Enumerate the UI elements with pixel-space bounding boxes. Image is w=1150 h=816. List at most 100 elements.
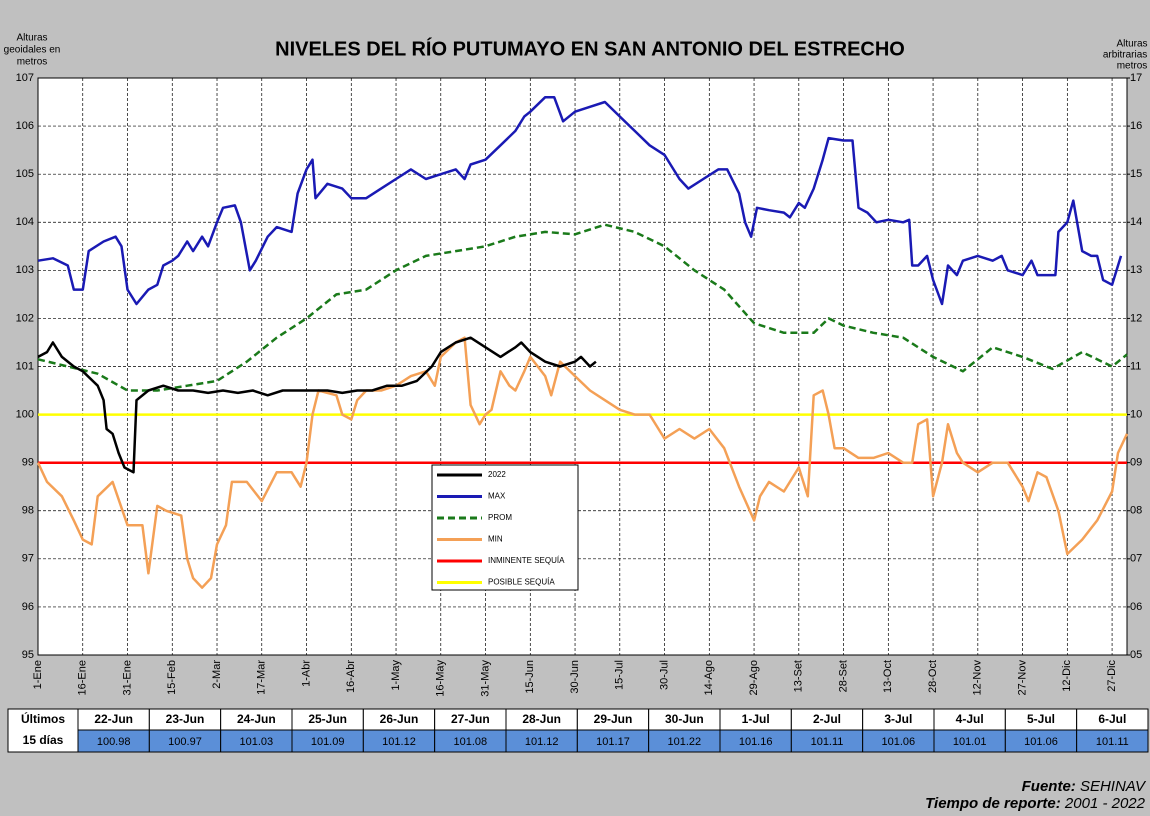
period-value: 2001 - 2022 bbox=[1064, 795, 1146, 812]
source: Fuente: SEHINAV bbox=[1022, 778, 1147, 795]
y2-tick-label: 06 bbox=[1130, 601, 1142, 613]
y2-tick-label: 10 bbox=[1130, 408, 1142, 420]
x-tick-label: 1-May bbox=[390, 660, 402, 691]
chart-title: NIVELES DEL RÍO PUTUMAYO EN SAN ANTONIO … bbox=[275, 37, 905, 60]
table-value: 101.08 bbox=[454, 736, 488, 748]
source-label: Fuente: bbox=[1022, 778, 1076, 795]
y2-tick-label: 17 bbox=[1130, 72, 1142, 84]
y-tick-label: 102 bbox=[16, 312, 34, 324]
x-tick-label: 15-Feb bbox=[166, 660, 178, 695]
x-tick-label: 13-Oct bbox=[882, 660, 894, 693]
table-value: 101.06 bbox=[882, 736, 916, 748]
x-tick-label: 15-Jul bbox=[614, 660, 626, 690]
series-line bbox=[37, 95, 1123, 306]
y-axis-label: geoidales en bbox=[4, 45, 61, 56]
legend-label: INMINENTE SEQUÍA bbox=[488, 556, 565, 565]
x-tick-label: 30-Jul bbox=[658, 660, 670, 690]
table-date: 28-Jun bbox=[522, 712, 561, 726]
y2-tick-label: 08 bbox=[1130, 505, 1142, 517]
y-tick-label: 104 bbox=[16, 216, 34, 228]
table-header-cell bbox=[7, 708, 79, 753]
y-axis-label: metros bbox=[17, 57, 48, 68]
x-tick-label: 27-Dic bbox=[1106, 660, 1118, 692]
table-date: 6-Jul bbox=[1098, 712, 1126, 726]
y2-axis-label: metros bbox=[1117, 61, 1148, 72]
y2-tick-label: 07 bbox=[1130, 553, 1142, 565]
y-tick-label: 107 bbox=[16, 72, 34, 84]
legend-label: 2022 bbox=[488, 470, 506, 479]
table-date: 2-Jul bbox=[813, 712, 841, 726]
x-tick-label: 16-Abr bbox=[345, 660, 357, 693]
legend-label: POSIBLE SEQUÍA bbox=[488, 578, 555, 587]
table-date: 5-Jul bbox=[1027, 712, 1055, 726]
x-tick-label: 27-Nov bbox=[1016, 660, 1028, 696]
x-tick-label: 1-Abr bbox=[300, 660, 312, 687]
table-value: 101.06 bbox=[1024, 736, 1058, 748]
table-cell bbox=[1076, 729, 1149, 753]
table-date: 22-Jun bbox=[94, 712, 133, 726]
x-tick-label: 13-Set bbox=[793, 660, 805, 692]
y2-tick-label: 12 bbox=[1130, 312, 1142, 324]
x-tick-label: 15-Jun bbox=[524, 660, 536, 694]
x-tick-label: 30-Jun bbox=[569, 660, 581, 694]
x-tick-label: 12-Nov bbox=[972, 660, 984, 696]
table-date: 1-Jul bbox=[742, 712, 770, 726]
x-tick-label: 28-Set bbox=[837, 660, 849, 692]
y2-tick-label: 05 bbox=[1130, 649, 1142, 661]
table-date: 3-Jul bbox=[884, 712, 912, 726]
table-date: 23-Jun bbox=[166, 712, 205, 726]
table-value: 100.98 bbox=[97, 736, 131, 748]
y2-tick-label: 15 bbox=[1130, 168, 1142, 180]
y2-axis-label: arbitrarias en bbox=[1103, 50, 1150, 61]
x-tick-label: 12-Dic bbox=[1061, 660, 1073, 692]
y2-tick-label: 13 bbox=[1130, 264, 1142, 276]
table-date: 24-Jun bbox=[237, 712, 276, 726]
table-date: 30-Jun bbox=[665, 712, 704, 726]
x-tick-label: 31-Ene bbox=[121, 660, 133, 695]
y-tick-label: 101 bbox=[16, 360, 34, 372]
y2-tick-label: 14 bbox=[1130, 216, 1142, 228]
table-date: 29-Jun bbox=[594, 712, 633, 726]
y2-tick-label: 11 bbox=[1130, 360, 1141, 372]
x-tick-label: 29-Ago bbox=[748, 660, 760, 695]
x-tick-label: 16-Ene bbox=[77, 660, 89, 695]
y-tick-label: 100 bbox=[16, 408, 34, 420]
table-value: 101.16 bbox=[739, 736, 773, 748]
table-value: 101.11 bbox=[1096, 736, 1129, 748]
table-value: 101.22 bbox=[668, 736, 702, 748]
series-line bbox=[37, 223, 1128, 392]
y-tick-label: 105 bbox=[16, 168, 34, 180]
y-tick-label: 103 bbox=[16, 264, 34, 276]
x-tick-label: 16-May bbox=[435, 660, 447, 697]
table-value: 101.09 bbox=[311, 736, 345, 748]
y-tick-label: 95 bbox=[22, 649, 34, 661]
table-header: Últimos bbox=[21, 711, 65, 726]
series-line bbox=[37, 336, 597, 474]
table-value: 100.97 bbox=[168, 736, 202, 748]
period-label: Tiempo de reporte: bbox=[925, 795, 1061, 812]
x-tick-label: 31-May bbox=[479, 660, 491, 697]
x-tick-label: 1-Ene bbox=[32, 660, 44, 689]
y-axis-label: Alturas bbox=[16, 33, 47, 44]
table-value: 101.12 bbox=[382, 736, 416, 748]
x-tick-label: 28-Oct bbox=[927, 660, 939, 693]
legend-label: MIN bbox=[488, 535, 503, 544]
y2-tick-label: 16 bbox=[1130, 120, 1142, 132]
table-date: 27-Jun bbox=[451, 712, 490, 726]
y-tick-label: 96 bbox=[22, 601, 34, 613]
x-tick-label: 2-Mar bbox=[211, 660, 223, 689]
table-header: 15 días bbox=[23, 733, 64, 747]
table-value: 101.11 bbox=[811, 736, 844, 748]
table-value: 101.03 bbox=[240, 736, 274, 748]
source-value: SEHINAV bbox=[1080, 778, 1147, 795]
y-tick-label: 98 bbox=[22, 505, 34, 517]
table-value: 101.17 bbox=[596, 736, 630, 748]
table-value: 101.12 bbox=[525, 736, 559, 748]
table-date: 4-Jul bbox=[956, 712, 984, 726]
table-date: 25-Jun bbox=[308, 712, 347, 726]
table-date: 26-Jun bbox=[380, 712, 419, 726]
y-tick-label: 99 bbox=[22, 457, 34, 469]
y2-tick-label: 09 bbox=[1130, 457, 1142, 469]
x-tick-label: 14-Ago bbox=[703, 660, 715, 695]
